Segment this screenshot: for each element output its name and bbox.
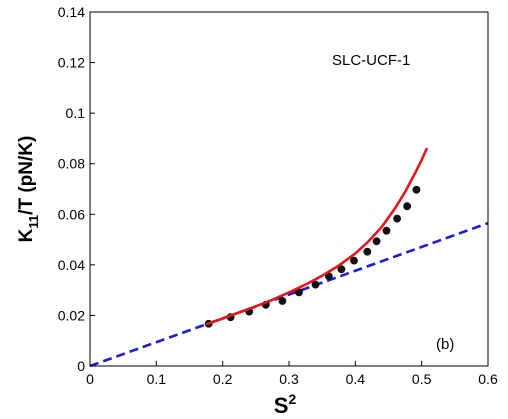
y-tick-label: 0.06 [58,206,85,222]
y-tick-label: 0.08 [58,156,85,172]
data-point [337,265,346,274]
series-layer [89,147,489,368]
x-tick-label: 0.5 [412,371,432,387]
data-point [382,226,391,235]
y-tick-label: 0.04 [58,257,85,273]
y-axis-title-post: /T (pN/K) [16,136,37,215]
x-tick-label: 0.6 [478,371,498,387]
x-axis-title-base: S [274,393,289,418]
panel-label: (b) [436,336,454,353]
data-point [412,185,421,194]
data-point [278,297,287,305]
y-tick-label: 0.12 [58,55,85,71]
x-tick-label: 0.2 [213,371,233,387]
y-tick-label: 0.14 [58,4,85,20]
linear-fit-line [89,221,489,368]
y-axis-title-subscript: 11 [26,215,41,229]
x-tick-label: 0.3 [279,371,299,387]
series-annotation: SLC-UCF-1 [332,52,410,69]
y-tick-label: 0 [77,358,85,374]
data-point [363,247,372,256]
y-tick-label: 0.02 [58,307,85,323]
data-point [350,256,358,265]
x-tick-label: 0 [86,371,94,387]
x-axis-title-superscript: 2 [288,391,296,407]
y-axis-title: K11/T (pN/K) [16,136,41,243]
tick-layer: 0 0.1 0.2 0.3 0.4 0.5 0.6 0 0.02 0.04 0.06 0.08 0.1 0… [58,4,498,387]
plot-area [90,12,488,366]
x-tick-label: 0.1 [147,371,167,387]
y-axis-title-pre: K [16,228,37,242]
model-fit-curve [205,147,429,326]
data-point [372,237,381,246]
x-tick-label: 0.4 [346,371,366,387]
x-axis-title: S2 [274,391,297,418]
y-tick-label: 0.1 [66,105,86,121]
data-point [393,214,401,223]
data-point [311,280,320,289]
data-point [403,202,411,211]
